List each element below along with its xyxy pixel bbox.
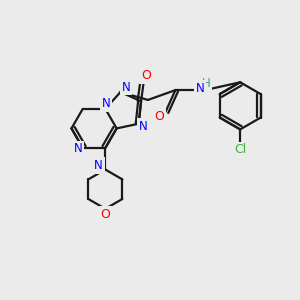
Text: O: O [100, 208, 110, 221]
Text: N: N [139, 120, 148, 133]
Text: O: O [154, 110, 164, 123]
Text: N: N [196, 82, 204, 95]
Text: O: O [141, 69, 151, 82]
Text: Cl: Cl [234, 143, 246, 157]
Text: H: H [202, 77, 210, 90]
Text: N: N [102, 98, 111, 110]
Text: N: N [94, 159, 103, 172]
Text: N: N [122, 81, 131, 94]
Text: N: N [74, 142, 82, 155]
